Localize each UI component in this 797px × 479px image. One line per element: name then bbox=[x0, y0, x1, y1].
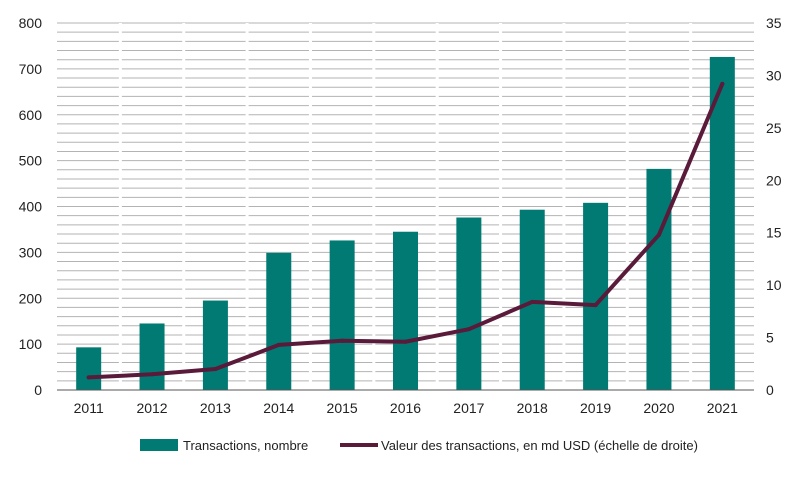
x-tick-label: 2020 bbox=[643, 400, 674, 416]
axes: 0 100 200 300 400 500 600 700 800 0 5 10 15 20 25 30 35 2… bbox=[19, 15, 782, 416]
y2-tick-label: 35 bbox=[766, 15, 782, 31]
bar-2014 bbox=[266, 252, 292, 390]
y-tick-label: 0 bbox=[34, 382, 42, 398]
y2-tick-label: 15 bbox=[766, 225, 782, 241]
y-tick-label: 600 bbox=[19, 107, 43, 123]
y-tick-label: 400 bbox=[19, 199, 43, 215]
y-tick-label: 500 bbox=[19, 153, 43, 169]
bar-2021 bbox=[709, 56, 735, 390]
legend: Transactions, nombre Valeur des transact… bbox=[140, 438, 698, 453]
x-tick-label: 2021 bbox=[707, 400, 738, 416]
line-point-2020 bbox=[656, 232, 661, 237]
y-tick-label: 100 bbox=[19, 336, 43, 352]
line-point-2013 bbox=[213, 367, 218, 372]
bar-2012 bbox=[139, 323, 165, 390]
y2-tick-label: 0 bbox=[766, 382, 774, 398]
x-tick-label: 2012 bbox=[136, 400, 167, 416]
bar-series bbox=[76, 56, 735, 390]
legend-label-line: Valeur des transactions, en md USD (éche… bbox=[381, 438, 698, 453]
y2-tick-label: 20 bbox=[766, 172, 782, 188]
y2-tick-label: 5 bbox=[766, 330, 774, 346]
bar-2015 bbox=[329, 240, 355, 390]
line-point-2012 bbox=[150, 372, 155, 377]
x-tick-label: 2018 bbox=[517, 400, 548, 416]
line-point-2017 bbox=[466, 327, 471, 332]
y-tick-label: 300 bbox=[19, 244, 43, 260]
y2-tick-label: 10 bbox=[766, 277, 782, 293]
bar-2013 bbox=[202, 300, 228, 390]
line-point-2014 bbox=[276, 342, 281, 347]
x-tick-label: 2015 bbox=[327, 400, 358, 416]
y-tick-label: 200 bbox=[19, 290, 43, 306]
bar-2011 bbox=[76, 347, 102, 390]
x-tick-label: 2016 bbox=[390, 400, 421, 416]
line-point-2019 bbox=[593, 303, 598, 308]
bar-2016 bbox=[393, 231, 418, 390]
x-tick-label: 2014 bbox=[263, 400, 294, 416]
bar-2018 bbox=[519, 209, 545, 390]
y-tick-label: 800 bbox=[19, 15, 43, 31]
x-tick-label: 2011 bbox=[74, 400, 104, 416]
y-tick-label: 700 bbox=[19, 61, 43, 77]
line-point-2021 bbox=[720, 81, 725, 86]
x-tick-label: 2017 bbox=[453, 400, 484, 416]
line-point-2018 bbox=[530, 299, 535, 304]
line-point-2015 bbox=[340, 338, 345, 343]
y2-tick-label: 30 bbox=[766, 67, 782, 83]
legend-label-bars: Transactions, nombre bbox=[183, 438, 308, 453]
y2-tick-label: 25 bbox=[766, 120, 782, 136]
line-series bbox=[86, 81, 725, 380]
bar-2017 bbox=[456, 217, 482, 390]
bar-2020 bbox=[646, 168, 672, 390]
x-tick-label: 2019 bbox=[580, 400, 611, 416]
x-tick-label: 2013 bbox=[200, 400, 231, 416]
line-point-2016 bbox=[403, 339, 408, 344]
legend-swatch-bars bbox=[140, 439, 178, 451]
line-point-2011 bbox=[86, 375, 91, 380]
